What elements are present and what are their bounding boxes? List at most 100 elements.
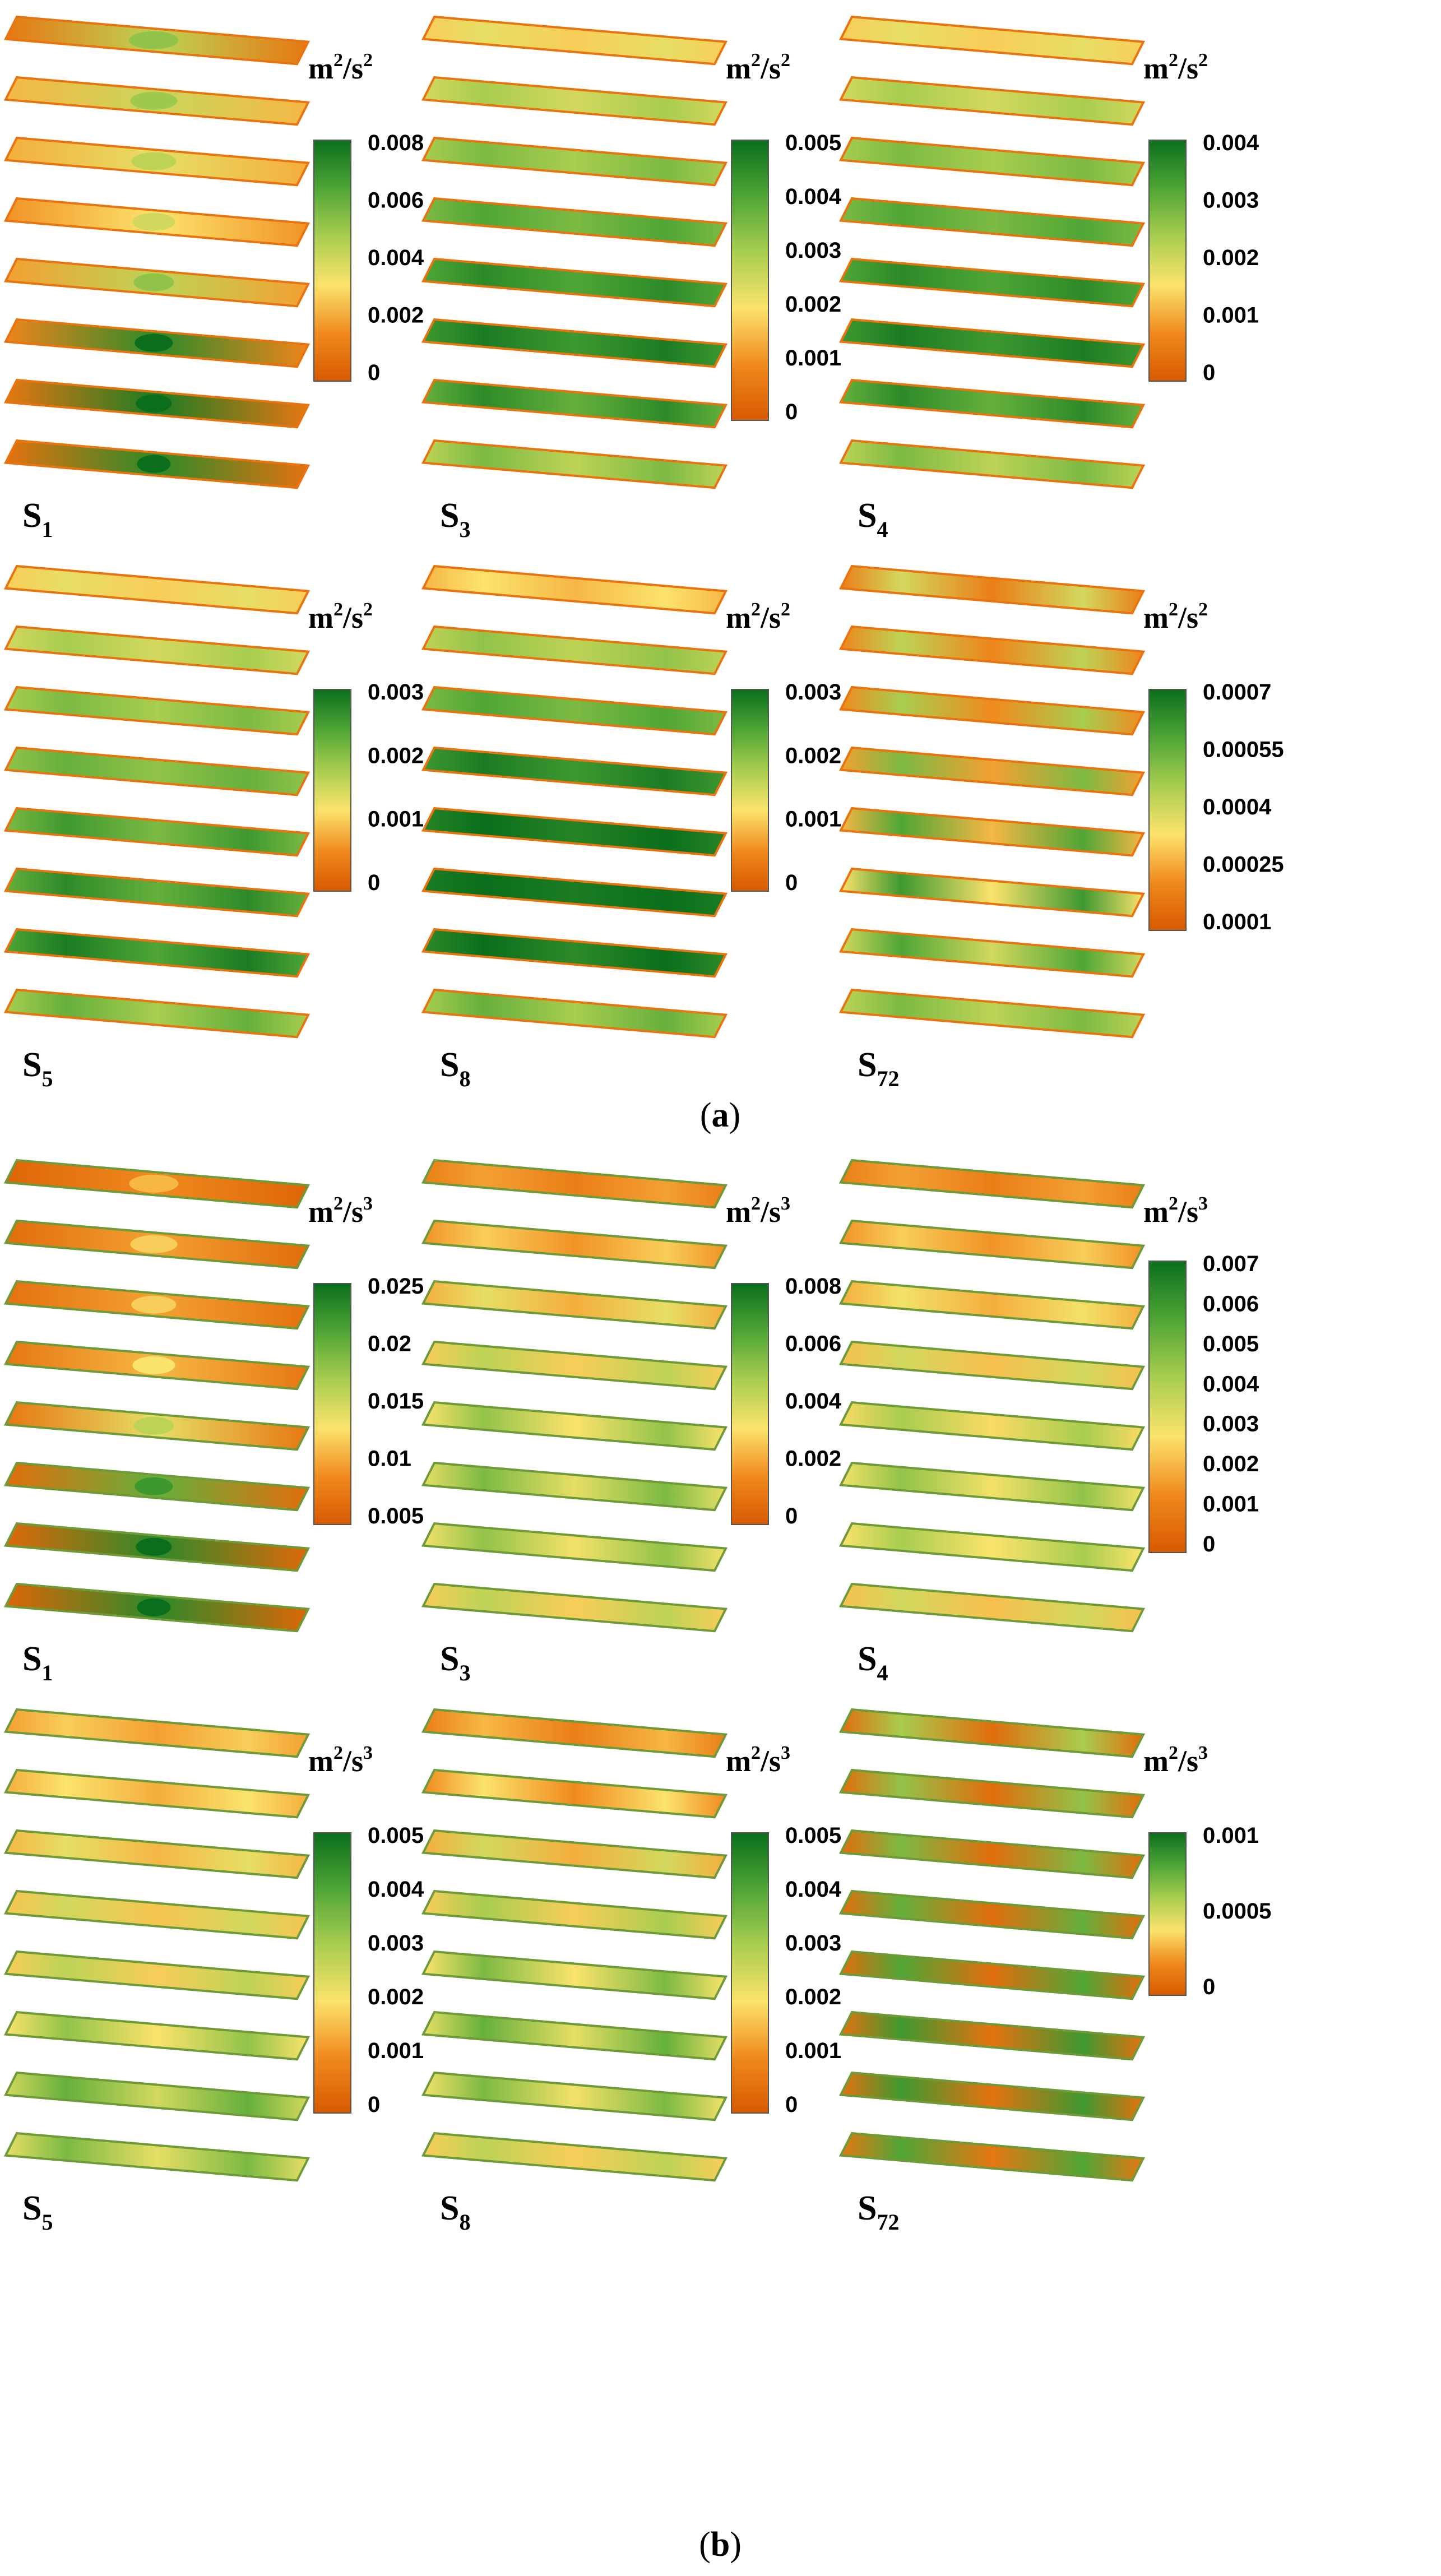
hotspot-mark	[133, 1416, 174, 1435]
plate-slice	[421, 439, 728, 489]
colorbar	[1148, 140, 1187, 382]
plate-slice	[421, 136, 728, 187]
colorbar-tick-label: 0	[368, 2092, 380, 2117]
colorbar-tick-label: 0.004	[1203, 1372, 1259, 1396]
plate-slice	[838, 76, 1146, 126]
plate-slice	[421, 2071, 728, 2121]
colorbar-tick-label: 0.015	[368, 1389, 424, 1414]
hotspot-mark	[132, 1356, 175, 1374]
plate-slice	[3, 564, 311, 615]
colorbar-tick-label: 0.001	[785, 807, 841, 832]
case-label: S72	[858, 2189, 899, 2235]
colorbar-tick-label: 0.002	[785, 292, 841, 317]
hotspot-mark	[129, 31, 179, 49]
plate-slice	[838, 1522, 1146, 1572]
plate-slice	[421, 1889, 728, 1940]
plate-slice	[3, 867, 311, 918]
colorbar-tick-label: 0.002	[1203, 1452, 1259, 1476]
colorbar-tick-label: 0.008	[785, 1274, 841, 1299]
colorbar-tick-label: 0.004	[785, 1877, 842, 1902]
plate-slice	[421, 257, 728, 308]
colorbar	[1148, 1832, 1187, 1996]
colorbar-tick-label: 0.004	[368, 1877, 424, 1902]
hotspot-mark	[137, 455, 171, 473]
plate-slice	[421, 1522, 728, 1572]
plate-slice	[838, 564, 1146, 615]
plate-slice	[3, 746, 311, 796]
hotspot-mark	[136, 394, 172, 413]
colorbar-tick-label: 0.003	[368, 1931, 424, 1956]
plate-slice	[421, 76, 728, 126]
plate-slice	[3, 1829, 311, 1879]
colorbar	[313, 689, 351, 892]
plate-slice	[838, 1219, 1146, 1270]
plate-slice	[421, 1219, 728, 1270]
colorbar-tick-label: 0.001	[785, 346, 841, 370]
plate-slice	[421, 867, 728, 918]
plate-slice	[421, 685, 728, 736]
colorbar-tick-label: 0	[785, 870, 798, 895]
plate-slice	[3, 1889, 311, 1940]
colorbar-tick-label: 0.00055	[1203, 738, 1284, 762]
hotspot-mark	[135, 333, 173, 352]
colorbar-tick-label: 0.008	[368, 131, 424, 155]
colorbar-tick-label: 0.003	[1203, 188, 1259, 213]
plate-slice	[421, 1280, 728, 1330]
unit-label: m2/s2	[308, 599, 373, 634]
plate-slice	[421, 1708, 728, 1758]
colorbar-tick-label: 0.003	[785, 238, 841, 263]
plate-slice	[838, 1889, 1146, 1940]
colorbar-tick-label: 0.0007	[1203, 680, 1271, 705]
plate-slice	[838, 318, 1146, 368]
hotspot-mark	[133, 273, 174, 291]
colorbar-tick-label: 0.0004	[1203, 795, 1272, 819]
plate-slice	[838, 1708, 1146, 1758]
plate-slice	[838, 867, 1146, 918]
colorbar	[313, 1832, 351, 2114]
colorbar-tick-label: 0.001	[785, 2038, 841, 2063]
colorbar-tick-label: 0.003	[785, 1931, 841, 1956]
plate-slice	[838, 2132, 1146, 2182]
plate-slice	[838, 1280, 1146, 1330]
plate-slice	[838, 15, 1146, 66]
colorbar	[1148, 1261, 1187, 1553]
colorbar-tick-label: 0.002	[785, 743, 841, 768]
colorbar	[313, 1283, 351, 1525]
case-label: S3	[440, 497, 470, 542]
plate-slice	[3, 2071, 311, 2121]
plate-slice	[421, 378, 728, 429]
plate-slice	[421, 1768, 728, 1819]
plate-slice	[838, 928, 1146, 978]
colorbar	[731, 1283, 769, 1525]
plate-slice	[3, 1708, 311, 1758]
colorbar-tick-label: 0.004	[785, 184, 842, 209]
colorbar-tick-label: 0.005	[1203, 1332, 1259, 1356]
hotspot-mark	[135, 1477, 173, 1495]
plate-slice	[838, 136, 1146, 187]
unit-label: m2/s2	[1143, 50, 1208, 85]
colorbar-tick-label: 0.002	[785, 1447, 841, 1471]
unit-label: m2/s2	[726, 50, 790, 85]
plate-slice	[838, 807, 1146, 857]
colorbar-tick-label: 0.002	[368, 303, 424, 328]
colorbar-tick-label: 0.005	[368, 1823, 424, 1848]
plate-slice	[421, 2010, 728, 2061]
plate-slice	[421, 318, 728, 368]
unit-label: m2/s3	[308, 1743, 373, 1778]
case-label: S8	[440, 2189, 470, 2235]
colorbar	[731, 140, 769, 421]
plate-slice	[421, 746, 728, 796]
plate-slice	[421, 1159, 728, 1209]
colorbar-tick-label: 0.001	[1203, 303, 1259, 328]
plate-slice	[421, 807, 728, 857]
colorbar-tick-label: 0	[785, 2092, 798, 2117]
plate-slice	[421, 15, 728, 66]
plate-slice	[838, 1950, 1146, 2000]
colorbar-tick-label: 0	[1203, 360, 1215, 385]
colorbar-tick-label: 0	[368, 360, 380, 385]
plate-slice	[421, 1461, 728, 1512]
case-label: S1	[22, 1640, 53, 1685]
plate-slice	[3, 988, 311, 1039]
hotspot-mark	[130, 1235, 178, 1253]
